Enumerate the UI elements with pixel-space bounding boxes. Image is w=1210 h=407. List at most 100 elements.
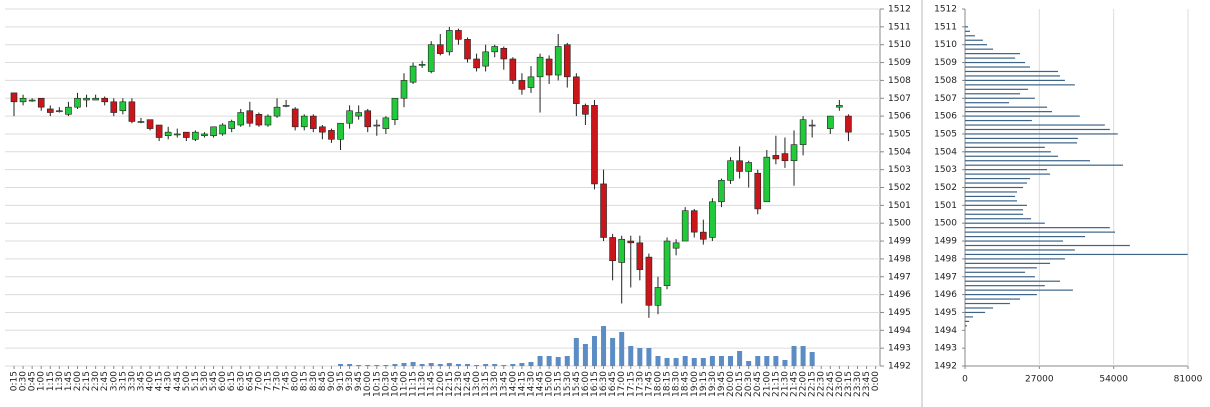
profile-bar bbox=[965, 173, 1051, 175]
candle-body bbox=[228, 121, 235, 129]
candle-body bbox=[563, 44, 571, 78]
profile-bar bbox=[965, 244, 1130, 247]
x-tick-label: 8:00 bbox=[291, 371, 301, 391]
x-tick-label: 7:00 bbox=[254, 371, 264, 391]
candle-body bbox=[146, 119, 154, 129]
candle-body bbox=[346, 110, 353, 124]
candle-body bbox=[201, 133, 208, 137]
candle-body bbox=[310, 115, 317, 129]
profile-bar bbox=[965, 35, 975, 37]
profile-bar bbox=[965, 222, 1045, 224]
x-tick-label: 3:45 bbox=[136, 371, 146, 391]
x-tick-label: 16:45 bbox=[608, 371, 618, 397]
candle-body bbox=[273, 106, 281, 117]
candle-body bbox=[582, 105, 589, 115]
volume-bar bbox=[682, 356, 688, 366]
profile-bar bbox=[965, 285, 1045, 287]
volume-bar bbox=[628, 346, 634, 366]
x-tick-label: 7:15 bbox=[263, 371, 273, 391]
volume-bar bbox=[737, 351, 743, 366]
candle-body bbox=[718, 180, 725, 203]
candle-body bbox=[790, 144, 798, 162]
candle-body bbox=[727, 160, 734, 181]
volume-bar bbox=[610, 338, 616, 366]
profile-bar bbox=[965, 142, 1078, 144]
candle-body bbox=[681, 210, 689, 242]
candle-body bbox=[291, 108, 299, 128]
candle-body bbox=[781, 153, 789, 162]
candle-body bbox=[300, 115, 308, 128]
profile-bar bbox=[965, 61, 1026, 64]
x-tick-label: 22:00 bbox=[799, 371, 809, 397]
profile-bar bbox=[965, 30, 970, 32]
profile-bar bbox=[965, 93, 1021, 95]
candle-body bbox=[183, 131, 190, 138]
candle-body bbox=[690, 210, 698, 233]
volume-bar bbox=[791, 346, 797, 366]
volume-bar bbox=[555, 357, 561, 366]
volume-bar bbox=[365, 365, 371, 366]
volume-bar bbox=[519, 363, 525, 366]
x-tick-label: 14:00 bbox=[508, 371, 518, 397]
candle-body bbox=[46, 108, 54, 113]
candle-body bbox=[500, 47, 508, 60]
profile-bar bbox=[965, 119, 1032, 122]
candle-body bbox=[10, 92, 18, 103]
x-tick-label: 9:00 bbox=[327, 371, 337, 391]
x-tick-label: 20:30 bbox=[744, 371, 754, 397]
volume-bar bbox=[428, 363, 434, 366]
x-tick-label: 10:15 bbox=[372, 371, 382, 397]
candle-body bbox=[155, 124, 163, 138]
y-tick-label: 1498 bbox=[934, 254, 957, 264]
candle-body bbox=[74, 97, 81, 108]
x-tick-label: 18:00 bbox=[653, 371, 663, 397]
y-tick-label: 1511 bbox=[934, 22, 957, 32]
candle-body bbox=[627, 240, 635, 244]
x-tick-label: 3:30 bbox=[127, 371, 137, 391]
candle-body bbox=[745, 162, 752, 172]
volume-bar bbox=[782, 360, 788, 366]
y-tick-label: 1506 bbox=[934, 112, 957, 122]
volume-bar bbox=[492, 364, 498, 366]
volume-bar bbox=[809, 352, 815, 366]
profile-bar bbox=[965, 146, 1045, 148]
x-tick-label: 13:00 bbox=[472, 371, 482, 397]
x-tick-label: 8:15 bbox=[300, 371, 310, 391]
x-tick-label: 13:45 bbox=[499, 371, 509, 397]
x-tick-label: 16:00 bbox=[581, 371, 591, 397]
candle-body bbox=[337, 122, 344, 140]
y-tick-label: 1511 bbox=[888, 22, 911, 32]
volume-bar bbox=[691, 358, 697, 366]
candle-body bbox=[754, 172, 762, 210]
profile-bar bbox=[965, 57, 1016, 59]
candle-body bbox=[808, 124, 816, 127]
candle-body bbox=[482, 51, 489, 67]
x-tick-label: 17:45 bbox=[644, 371, 654, 397]
candle-body bbox=[736, 160, 743, 172]
candle-body bbox=[436, 44, 444, 54]
candle-body bbox=[355, 112, 362, 117]
x-tick-label: 0:45 bbox=[28, 371, 38, 391]
candle-body bbox=[101, 97, 108, 103]
y-tick-label: 1496 bbox=[888, 290, 911, 300]
y-tick-label: 1502 bbox=[934, 183, 957, 193]
profile-bar bbox=[965, 289, 1073, 291]
x-tick-label: 2:00 bbox=[73, 371, 83, 391]
x-tick-label: 2:30 bbox=[91, 371, 101, 391]
y-tick-label: 1512 bbox=[888, 5, 911, 15]
x-tick-label: 23:00 bbox=[835, 371, 845, 397]
x-tick-label: 14:45 bbox=[536, 371, 546, 397]
volume-bar bbox=[338, 364, 344, 366]
profile-bar bbox=[965, 294, 1037, 296]
x-tick-label: 6:45 bbox=[245, 371, 255, 391]
volume-bar bbox=[700, 358, 706, 366]
x-tick-label: 11:30 bbox=[418, 371, 428, 397]
profile-bar bbox=[965, 164, 1124, 166]
profile-bar bbox=[965, 70, 1059, 73]
x-tick-label: 11:15 bbox=[409, 371, 419, 397]
x-tick-label: 9:30 bbox=[345, 371, 355, 391]
y-tick-label: 1508 bbox=[888, 76, 911, 86]
x-tick-label: 12:30 bbox=[454, 371, 464, 397]
candle-body bbox=[83, 97, 90, 101]
